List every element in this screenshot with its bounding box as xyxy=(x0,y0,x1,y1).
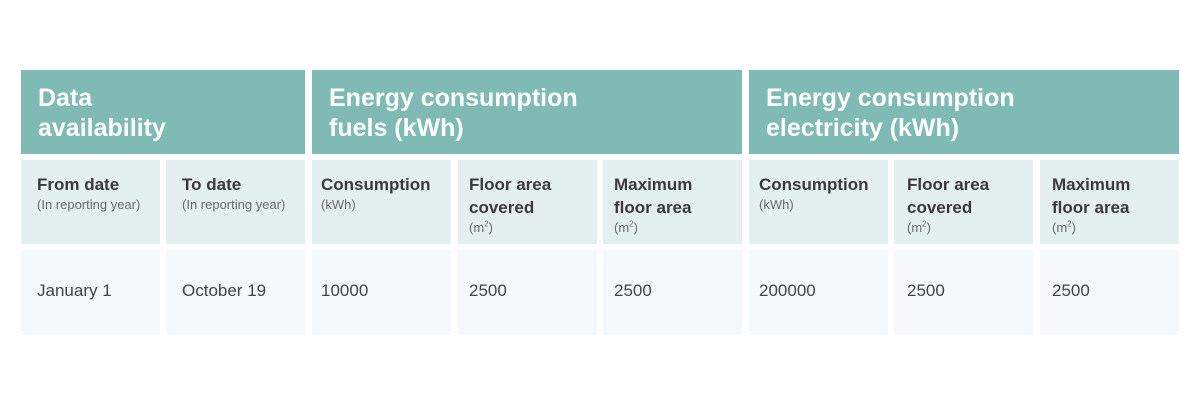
table-cell-to-date: October 19 xyxy=(166,250,305,335)
column-unit: (kWh) xyxy=(759,197,794,212)
column-title-line2: covered xyxy=(469,198,535,217)
column-header-fuels-maximum-floor-area: Maximum floor area (m2) xyxy=(603,160,742,244)
group-header-line1: Energy consumption xyxy=(329,84,578,112)
column-title: To date xyxy=(182,175,242,194)
column-header-from-date: From date (In reporting year) xyxy=(21,160,160,244)
column-unit: (m2) xyxy=(614,219,638,235)
column-title: Maximum xyxy=(1052,175,1131,194)
column-unit: (In reporting year) xyxy=(37,197,141,212)
column-title: Floor area xyxy=(469,175,552,194)
table-cell-fuels-maximum-floor-area: 2500 xyxy=(603,250,742,335)
column-unit: (kWh) xyxy=(321,197,356,212)
group-header-line2: availability xyxy=(38,114,166,142)
column-unit: (m2) xyxy=(469,219,493,235)
group-header-line1: Energy consumption xyxy=(766,84,1015,112)
column-header-fuels-floor-area-covered: Floor area covered (m2) xyxy=(458,160,597,244)
column-header-electricity-consumption: Consumption (kWh) xyxy=(749,160,888,244)
column-header-electricity-floor-area-covered: Floor area covered (m2) xyxy=(894,160,1033,244)
column-header-to-date: To date (In reporting year) xyxy=(166,160,305,244)
column-title: Maximum xyxy=(614,175,693,194)
group-header-line1: Data xyxy=(38,84,93,112)
column-title: From date xyxy=(37,175,120,194)
column-title-line2: covered xyxy=(907,198,973,217)
table-cell-electricity-consumption: 200000 xyxy=(749,250,888,335)
group-header-fuels: Energy consumption fuels (kWh) xyxy=(312,70,742,154)
group-header-data-availability: Data availability xyxy=(21,70,305,154)
group-header-electricity: Energy consumption electricity (kWh) xyxy=(749,70,1179,154)
column-unit: (m2) xyxy=(1052,219,1076,235)
column-title: Consumption xyxy=(321,175,431,194)
column-title-line2: floor area xyxy=(614,198,692,217)
column-title: Floor area xyxy=(907,175,990,194)
table-cell-fuels-consumption: 10000 xyxy=(312,250,451,335)
energy-data-table: Data availability Energy consumption fue… xyxy=(21,70,1179,335)
group-header-line2: electricity (kWh) xyxy=(766,114,960,142)
column-title: Consumption xyxy=(759,175,869,194)
table-cell-fuels-floor-area-covered: 2500 xyxy=(458,250,597,335)
column-unit: (m2) xyxy=(907,219,931,235)
table-cell-electricity-floor-area-covered: 2500 xyxy=(894,250,1033,335)
table-cell-from-date: January 1 xyxy=(21,250,160,335)
column-header-fuels-consumption: Consumption (kWh) xyxy=(312,160,451,244)
column-title-line2: floor area xyxy=(1052,198,1130,217)
table-cell-electricity-maximum-floor-area: 2500 xyxy=(1040,250,1179,335)
column-header-electricity-maximum-floor-area: Maximum floor area (m2) xyxy=(1040,160,1179,244)
group-header-line2: fuels (kWh) xyxy=(329,114,464,142)
column-unit: (In reporting year) xyxy=(182,197,286,212)
